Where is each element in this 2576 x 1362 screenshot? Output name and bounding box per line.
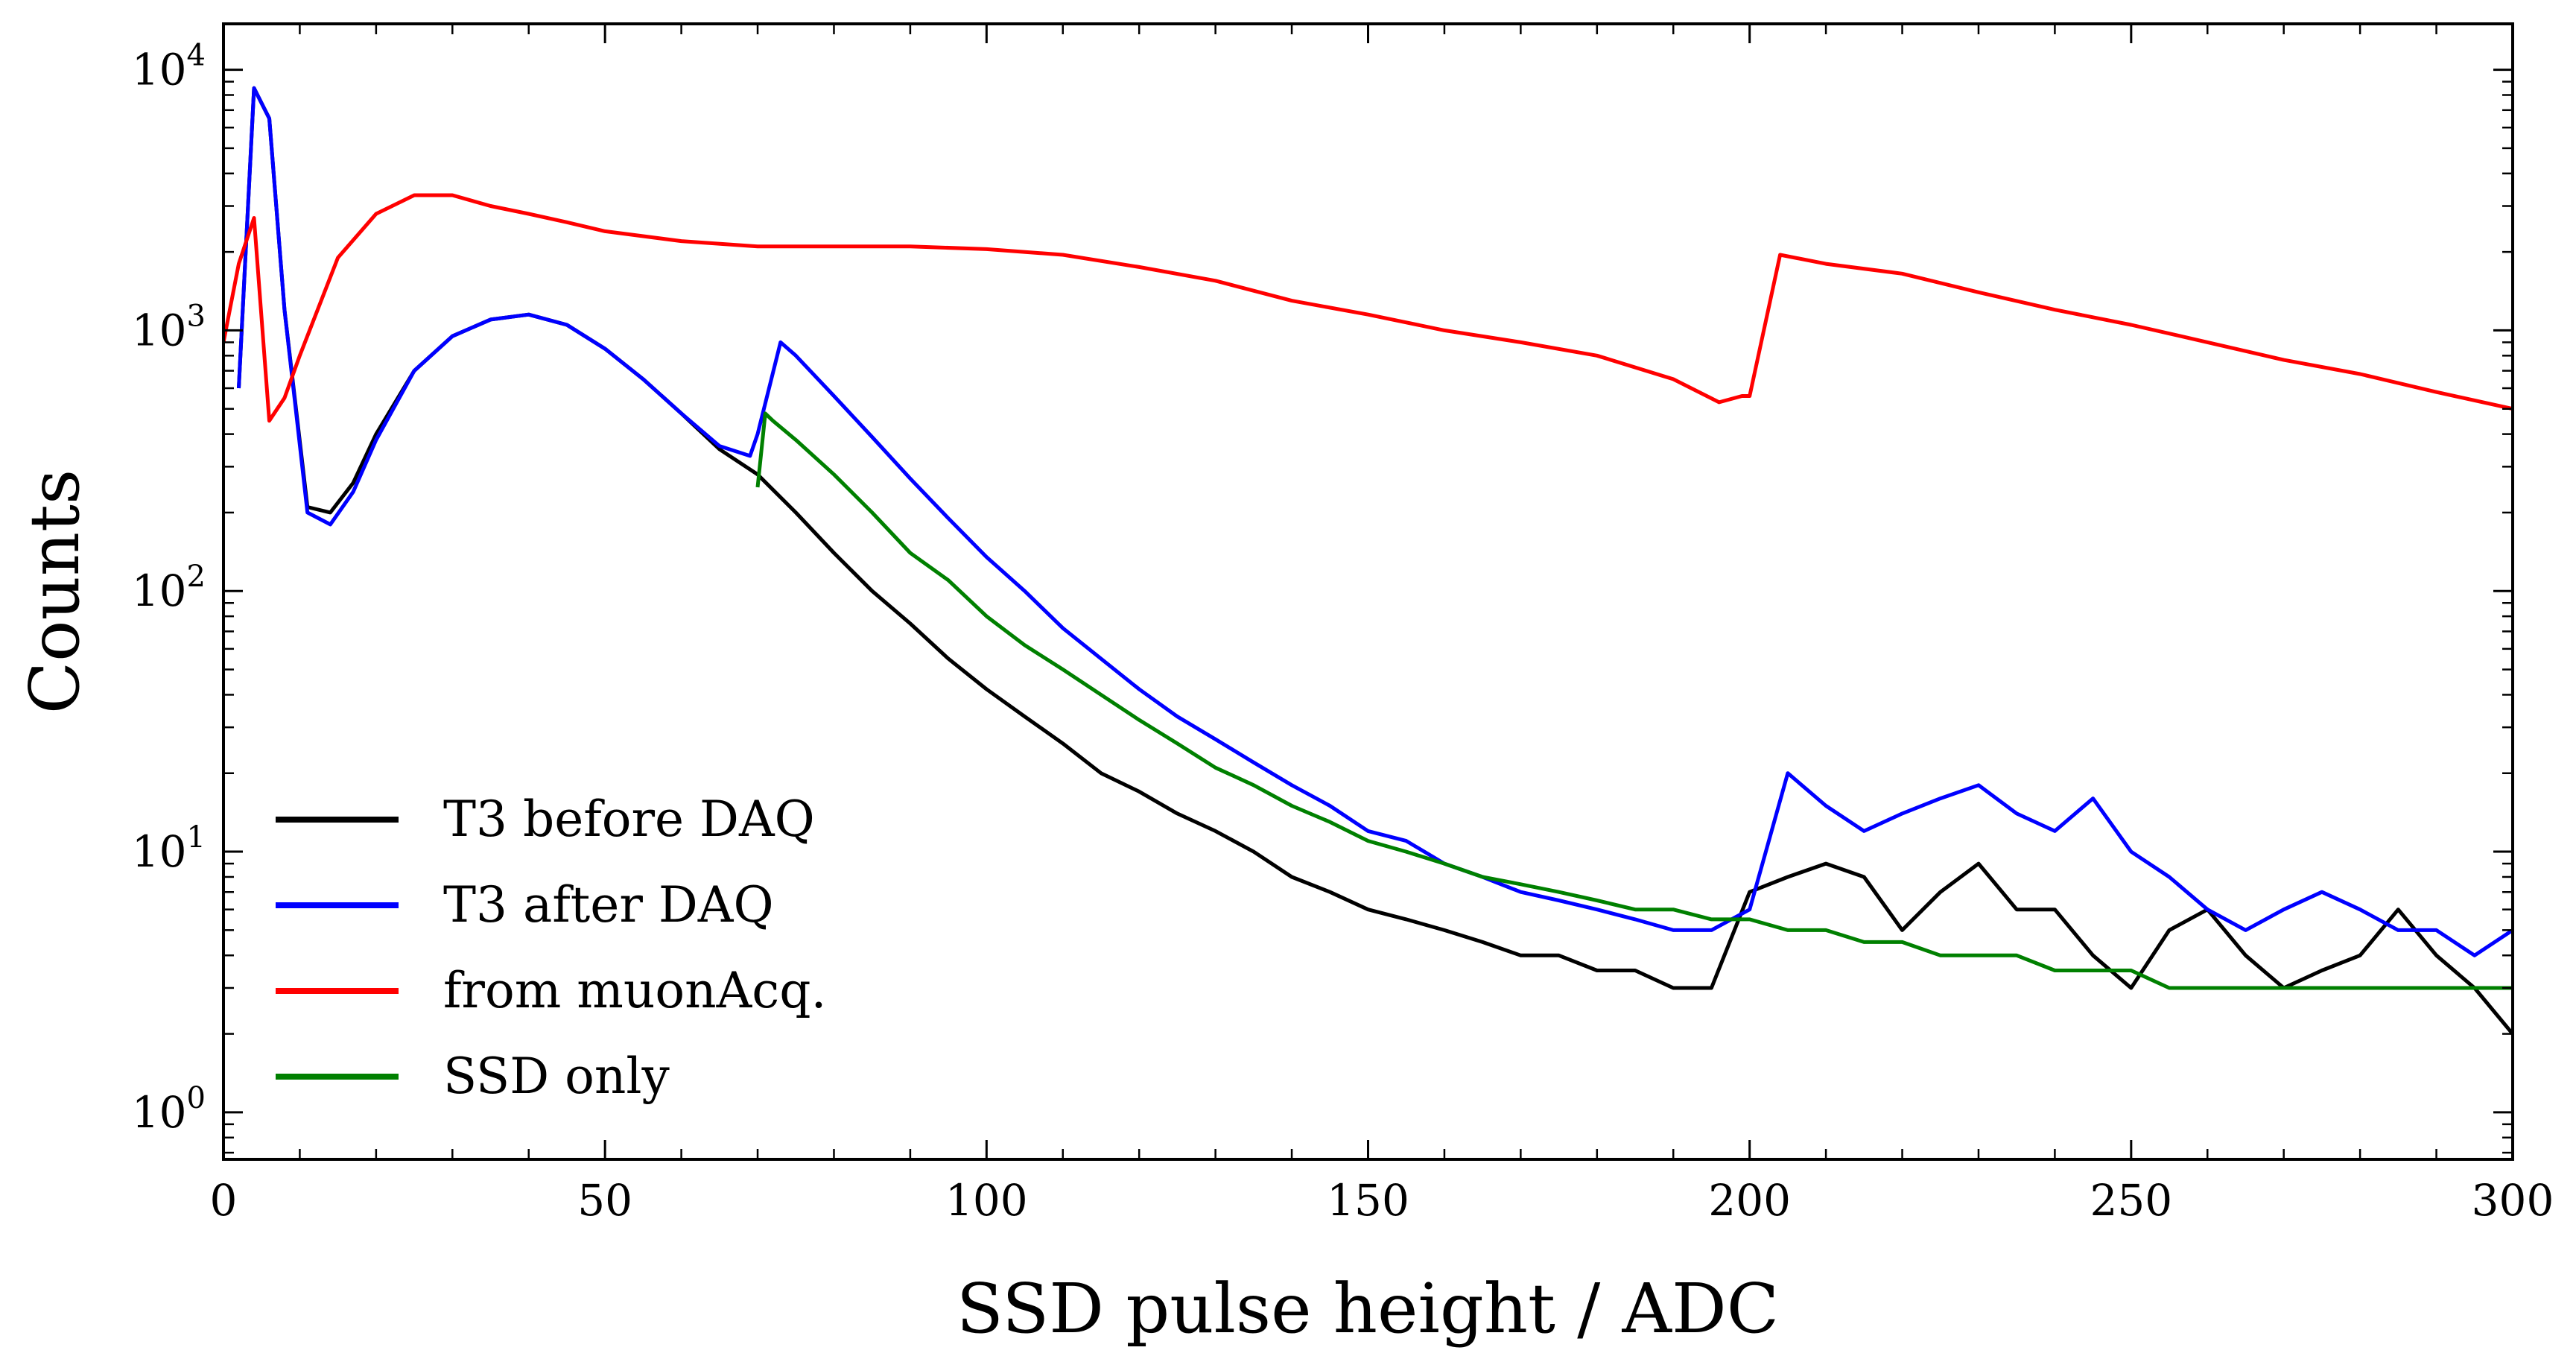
x-tick-label: 250 [2090, 1175, 2172, 1226]
legend-label-2: from muonAcq. [443, 962, 826, 1019]
legend: T3 before DAQ T3 after DAQ from muonAcq. SS… [276, 791, 826, 1105]
series-line-2 [223, 193, 2513, 423]
plot-frame [222, 22, 2514, 1161]
y-tick-exponent: 0 [187, 1081, 206, 1115]
y-tick-label: 101 [132, 820, 206, 877]
y-tick-label: 103 [132, 299, 206, 355]
series-line-3 [755, 411, 2513, 990]
x-axis-title: SSD pulse height / ADC [957, 1269, 1779, 1349]
x-tick-label: 150 [1327, 1175, 1409, 1226]
y-tick-label: 104 [132, 39, 206, 95]
x-tick-label: 300 [2472, 1175, 2554, 1226]
x-tick-label: 50 [577, 1175, 632, 1226]
series-line-1 [237, 86, 2513, 957]
legend-label-0: T3 before DAQ [443, 791, 815, 848]
y-tick-exponent: 4 [187, 39, 206, 73]
x-tick-label: 100 [945, 1175, 1028, 1226]
y-tick-exponent: 1 [187, 820, 206, 855]
y-tick-label: 100 [132, 1081, 206, 1138]
legend-label-3: SSD only [443, 1048, 670, 1105]
legend-label-1: T3 after DAQ [443, 876, 774, 934]
y-tick-exponent: 3 [187, 299, 206, 333]
y-tick-label: 102 [132, 560, 206, 616]
x-tick-label: 200 [1708, 1175, 1791, 1226]
x-tick-label: 0 [210, 1175, 238, 1226]
y-axis-title: Counts [15, 469, 95, 714]
series-layer [223, 86, 2513, 1036]
y-tick-exponent: 2 [187, 560, 206, 594]
